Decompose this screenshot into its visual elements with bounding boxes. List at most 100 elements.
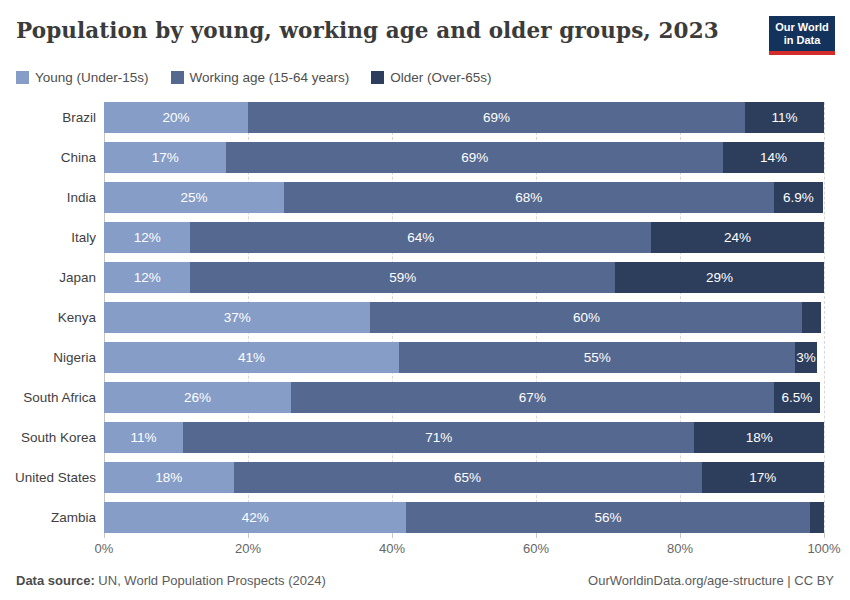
row-label: Zambia <box>0 502 96 533</box>
legend-item: Working age (15-64 years) <box>171 70 350 85</box>
bar-value-label: 42% <box>242 510 269 525</box>
legend-swatch-icon <box>16 71 29 84</box>
bar-segment[interactable]: 42% <box>104 502 406 533</box>
bar-value-label: 65% <box>454 470 481 485</box>
x-axis: 0%20%40%60%80%100% <box>104 533 824 559</box>
x-tick-label: 80% <box>667 541 693 556</box>
bar-row: Kenya37%60% <box>104 302 824 333</box>
bar-segment[interactable]: 18% <box>694 422 824 453</box>
bar-value-label: 67% <box>519 390 546 405</box>
stacked-bar[interactable]: 12% 59% 29% <box>104 262 824 293</box>
bar-value-label: 20% <box>162 110 189 125</box>
bar-segment[interactable]: 17% <box>104 142 226 173</box>
bar-segment[interactable] <box>802 302 821 333</box>
bar-segment[interactable]: 64% <box>190 222 651 253</box>
bar-value-label: 25% <box>180 190 207 205</box>
bar-value-label: 12% <box>134 230 161 245</box>
bar-segment[interactable] <box>810 502 824 533</box>
bar-value-label: 55% <box>584 350 611 365</box>
bar-segment[interactable]: 65% <box>234 462 702 493</box>
row-label: United States <box>0 462 96 493</box>
data-source-label: Data source: <box>16 573 95 588</box>
owid-logo-line1: Our World <box>771 21 833 34</box>
stacked-bar[interactable]: 42% 56% <box>104 502 824 533</box>
bar-segment[interactable]: 17% <box>702 462 824 493</box>
bar-value-label: 12% <box>134 270 161 285</box>
data-source: Data source: UN, World Population Prospe… <box>16 573 326 588</box>
bar-value-label: 18% <box>155 470 182 485</box>
legend: Young (Under-15s) Working age (15-64 year… <box>0 68 850 86</box>
stacked-bar[interactable]: 18% 65% 17% <box>104 462 824 493</box>
tick-mark <box>824 533 825 538</box>
bar-segment[interactable]: 60% <box>370 302 802 333</box>
bar-value-label: 26% <box>184 390 211 405</box>
header: Population by young, working age and old… <box>0 14 850 60</box>
chart-area: Brazil20%69%11%China17%69%14%India25%68%… <box>104 102 824 533</box>
bar-segment[interactable]: 20% <box>104 102 248 133</box>
bar-row: Brazil20%69%11% <box>104 102 824 133</box>
bar-segment[interactable]: 56% <box>406 502 809 533</box>
bar-segment[interactable]: 68% <box>284 182 774 213</box>
legend-item: Young (Under-15s) <box>16 70 149 85</box>
bar-value-label: 69% <box>483 110 510 125</box>
bar-row: India25%68%6.9% <box>104 182 824 213</box>
row-label: India <box>0 182 96 213</box>
bar-segment[interactable]: 37% <box>104 302 370 333</box>
bar-value-label: 18% <box>746 430 773 445</box>
bar-value-label: 17% <box>749 470 776 485</box>
x-tick-label: 40% <box>379 541 405 556</box>
legend-label: Working age (15-64 years) <box>190 70 350 85</box>
bar-row: South Korea11%71%18% <box>104 422 824 453</box>
bar-segment[interactable]: 6.5% <box>774 382 821 413</box>
bar-value-label: 56% <box>594 510 621 525</box>
bar-value-label: 41% <box>238 350 265 365</box>
legend-swatch-icon <box>171 71 184 84</box>
stacked-bar[interactable]: 25% 68% 6.9% <box>104 182 824 213</box>
bar-segment[interactable]: 3% <box>795 342 817 373</box>
stacked-bar[interactable]: 20% 69% 11% <box>104 102 824 133</box>
row-label: Japan <box>0 262 96 293</box>
bar-value-label: 6.9% <box>783 190 814 205</box>
bar-segment[interactable]: 29% <box>615 262 824 293</box>
bar-value-label: 37% <box>224 310 251 325</box>
bar-segment[interactable]: 55% <box>399 342 795 373</box>
bar-segment[interactable]: 67% <box>291 382 773 413</box>
stacked-bar[interactable]: 11% 71% 18% <box>104 422 824 453</box>
bar-segment[interactable]: 41% <box>104 342 399 373</box>
bar-segment[interactable]: 59% <box>190 262 615 293</box>
stacked-bar[interactable]: 41% 55% 3% <box>104 342 824 373</box>
legend-label: Older (Over-65s) <box>390 70 491 85</box>
owid-logo[interactable]: Our World in Data <box>769 16 835 55</box>
bar-segment[interactable]: 11% <box>745 102 824 133</box>
legend-item: Older (Over-65s) <box>371 70 491 85</box>
data-source-text: UN, World Population Prospects (2024) <box>95 573 326 588</box>
bar-segment[interactable]: 11% <box>104 422 183 453</box>
bar-segment[interactable]: 18% <box>104 462 234 493</box>
bar-segment[interactable]: 14% <box>723 142 824 173</box>
bar-segment[interactable]: 26% <box>104 382 291 413</box>
x-tick-label: 100% <box>807 541 840 556</box>
bar-value-label: 60% <box>573 310 600 325</box>
stacked-bar[interactable]: 26% 67% 6.5% <box>104 382 824 413</box>
bar-segment[interactable]: 12% <box>104 222 190 253</box>
row-label: South Korea <box>0 422 96 453</box>
bar-segment[interactable]: 24% <box>651 222 824 253</box>
bar-segment[interactable]: 6.9% <box>774 182 824 213</box>
bar-segment[interactable]: 12% <box>104 262 190 293</box>
bar-segment[interactable]: 71% <box>183 422 694 453</box>
stacked-bar[interactable]: 37% 60% <box>104 302 824 333</box>
credit-link[interactable]: OurWorldinData.org/age-structure | CC BY <box>588 573 834 588</box>
legend-swatch-icon <box>371 71 384 84</box>
bar-value-label: 59% <box>389 270 416 285</box>
bar-segment[interactable]: 25% <box>104 182 284 213</box>
stacked-bar[interactable]: 12% 64%24% <box>104 222 824 253</box>
footer: Data source: UN, World Population Prospe… <box>0 573 850 588</box>
gridline <box>824 102 825 533</box>
stacked-bar[interactable]: 17%69%14% <box>104 142 824 173</box>
bar-segment[interactable]: 69% <box>248 102 745 133</box>
bar-row: Italy12%64%24% <box>104 222 824 253</box>
bar-value-label: 71% <box>425 430 452 445</box>
legend-label: Young (Under-15s) <box>35 70 149 85</box>
bar-value-label: 11% <box>771 110 797 125</box>
bar-segment[interactable]: 69% <box>226 142 723 173</box>
